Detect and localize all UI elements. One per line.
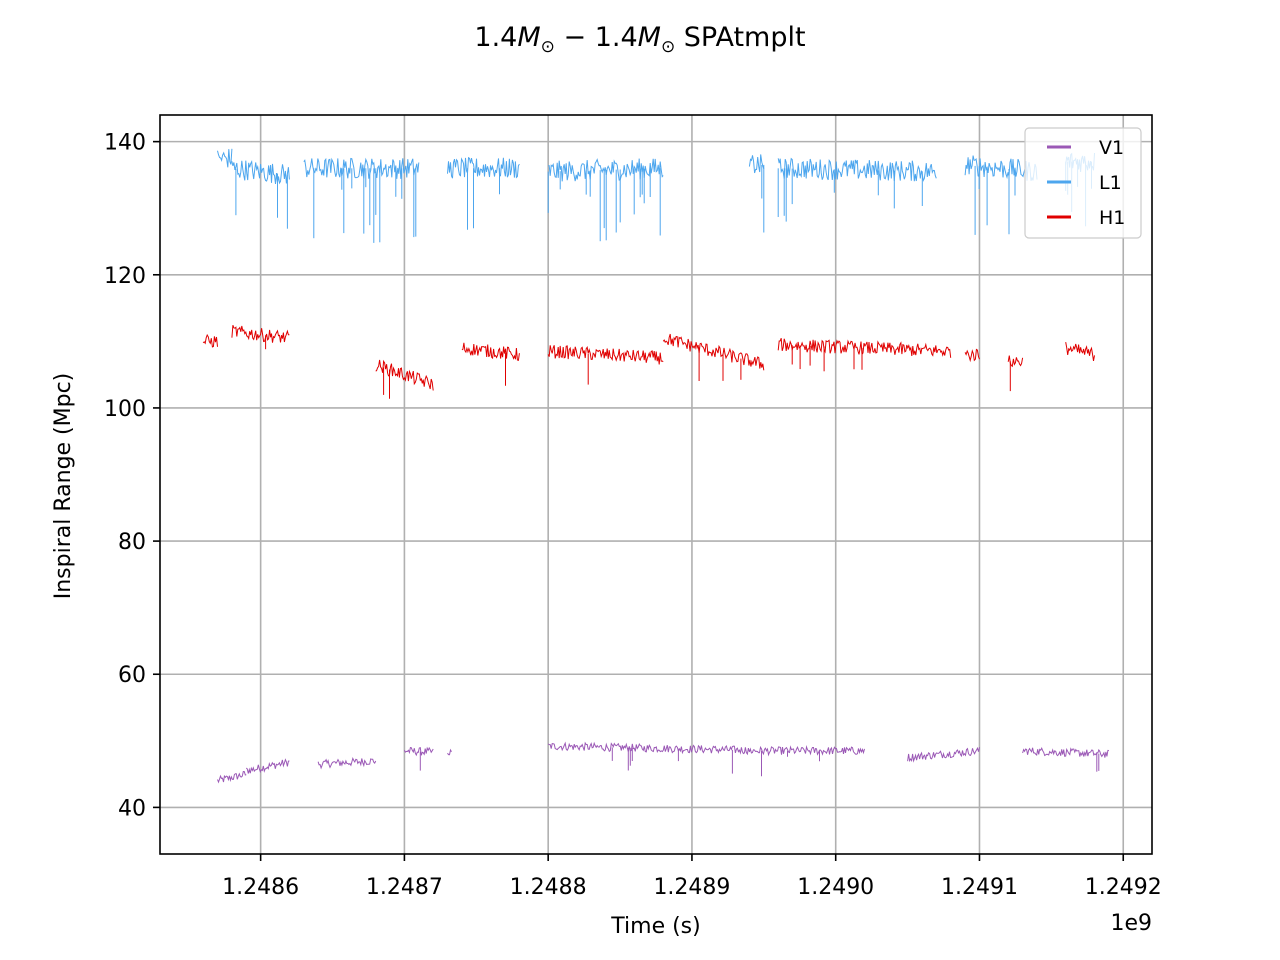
x-axis-offset-label: 1e9 <box>1110 911 1152 936</box>
y-tick-label: 140 <box>104 131 146 156</box>
x-tick-label: 1.2486 <box>222 875 299 900</box>
series-V1-segment <box>1022 746 1109 758</box>
legend-box <box>1024 127 1142 239</box>
legend: V1 L1 H1 <box>1024 127 1142 239</box>
series-L1-segment <box>447 156 520 179</box>
x-axis-label: Time (s) <box>610 914 700 939</box>
x-tick-label: 1.2488 <box>510 875 587 900</box>
series-H1-segment <box>777 338 952 358</box>
legend-label-H1: H1 <box>1099 207 1125 229</box>
series-H1-segment <box>461 342 520 361</box>
x-tick-label: 1.2489 <box>653 875 730 900</box>
series-H1-segment <box>547 345 664 365</box>
series-L1-segment <box>231 159 290 185</box>
series-V1-segment <box>317 756 377 770</box>
series-L1-segment <box>748 154 765 174</box>
x-tick-label: 1.2487 <box>366 875 443 900</box>
series-L1-segment <box>303 157 420 179</box>
y-tick-label: 60 <box>118 663 146 688</box>
series-L1-segment <box>777 157 937 182</box>
series-V1-segment <box>447 748 452 756</box>
series-L1 <box>217 148 1095 243</box>
y-tick-label: 80 <box>118 530 146 555</box>
x-tick-label: 1.2492 <box>1085 875 1162 900</box>
series-V1 <box>217 741 1109 784</box>
x-tick-label: 1.2490 <box>797 875 874 900</box>
plot-frame <box>159 114 1153 855</box>
series-H1-segment <box>375 359 434 391</box>
series-H1 <box>202 325 1095 399</box>
legend-label-V1: V1 <box>1099 137 1124 159</box>
series-V1-segment <box>547 741 750 756</box>
y-gridlines <box>160 140 1152 809</box>
series-H1-segment <box>1065 342 1095 361</box>
y-axis-label: Inspiral Range (Mpc) <box>51 373 76 600</box>
series-H1-segment <box>202 333 218 348</box>
series-V1-segment <box>907 746 980 763</box>
y-tick-label: 40 <box>118 796 146 821</box>
series-H1-segment <box>231 325 290 343</box>
chart-title: 1.4M⊙ − 1.4M⊙ SPAtmplt <box>474 22 805 57</box>
plot-area <box>159 114 1153 855</box>
x-axis-ticks: 1.2486 1.2487 1.2488 1.2489 1.2490 1.2491 1.24… <box>222 854 1162 900</box>
x-gridlines <box>259 115 1125 854</box>
y-tick-label: 120 <box>104 264 146 289</box>
y-tick-label: 100 <box>104 397 146 422</box>
series-layer <box>202 148 1109 784</box>
series-V1-segment <box>217 770 247 784</box>
series-V1-segment <box>245 758 290 774</box>
series-H1-segment <box>964 348 980 363</box>
legend-label-L1: L1 <box>1099 172 1122 194</box>
series-H1-segment <box>662 333 765 371</box>
series-V1-segment <box>403 746 434 757</box>
y-axis-ticks: 40 60 80 100 120 140 <box>104 131 160 821</box>
x-tick-label: 1.2491 <box>941 875 1018 900</box>
series-V1-segment <box>748 745 865 757</box>
series-L1-segment <box>217 148 233 168</box>
